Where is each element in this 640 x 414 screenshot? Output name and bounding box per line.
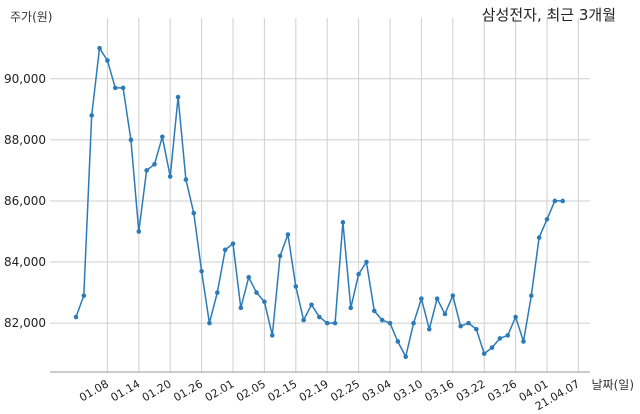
data-point: [285, 232, 291, 237]
data-point: [340, 220, 346, 225]
data-point: [426, 326, 432, 332]
data-point: [529, 293, 534, 298]
data-point: [262, 299, 267, 305]
data-point: [199, 268, 204, 274]
data-point: [160, 134, 165, 140]
data-point: [379, 317, 385, 323]
series-line-group: [73, 45, 565, 360]
data-point: [450, 293, 456, 298]
x-tick-label: 03.16: [423, 377, 457, 404]
data-point: [372, 308, 377, 314]
x-tick-label: 02.05: [234, 377, 268, 404]
data-point: [269, 333, 275, 338]
data-point: [191, 210, 197, 216]
x-tick-label: 02.25: [328, 377, 362, 404]
data-point: [246, 275, 251, 280]
x-tick-label: 02.01: [203, 377, 237, 404]
y-tick-label: 90,000: [4, 72, 46, 86]
x-tick-label: 02.19: [297, 377, 331, 404]
y-tick-label: 84,000: [4, 255, 46, 269]
data-point: [309, 302, 314, 308]
data-point: [364, 259, 369, 265]
x-tick-label: 03.10: [391, 377, 425, 404]
data-point: [513, 314, 518, 320]
data-point: [230, 241, 236, 247]
x-tick-label: 03.22: [454, 377, 488, 404]
x-tick-label: 01.20: [140, 377, 174, 404]
data-point: [105, 58, 110, 63]
x-tick-label: 03.26: [485, 377, 519, 404]
x-axis: 01.0801.1401.2001.2602.0102.0502.1502.19…: [50, 371, 590, 413]
data-point: [128, 137, 134, 143]
data-point: [97, 45, 102, 51]
data-point: [505, 333, 511, 338]
y-tick-label: 88,000: [4, 133, 46, 147]
data-point: [73, 314, 79, 320]
series-line: [75, 46, 563, 359]
data-point: [112, 85, 118, 91]
data-point: [481, 351, 487, 356]
x-tick-label: 01.26: [171, 377, 205, 404]
y-axis: 82,000 84,000 86,000 88,000 90,000: [4, 72, 46, 330]
data-point: [277, 253, 283, 259]
data-point: [167, 174, 173, 179]
data-point: [120, 85, 126, 91]
data-point: [560, 198, 565, 204]
data-point: [222, 247, 228, 253]
data-point: [254, 290, 259, 295]
data-point: [317, 314, 322, 320]
data-point: [301, 317, 306, 323]
data-point: [395, 339, 401, 344]
data-point: [136, 229, 142, 234]
data-point: [474, 326, 479, 332]
data-point: [442, 311, 448, 317]
data-point: [411, 320, 416, 326]
data-point: [207, 320, 212, 326]
data-point: [215, 290, 220, 295]
data-point: [348, 305, 354, 311]
data-point: [324, 320, 330, 326]
data-point: [403, 354, 409, 360]
data-point: [89, 113, 94, 118]
data-point: [544, 216, 550, 222]
x-axis-label: 날짜(일): [591, 378, 634, 392]
data-point: [419, 296, 424, 301]
data-point: [552, 198, 558, 204]
data-point: [434, 296, 440, 301]
data-point: [356, 271, 361, 277]
data-point: [332, 320, 338, 326]
data-point: [183, 177, 189, 182]
x-tick-label: 02.15: [266, 377, 300, 404]
data-point: [238, 305, 244, 311]
grid-lines: [50, 18, 590, 372]
x-tick-label: 01.14: [109, 377, 143, 404]
x-tick-label: 01.08: [77, 377, 111, 404]
y-axis-label: 주가(원): [10, 10, 53, 24]
y-tick-label: 86,000: [4, 194, 46, 208]
data-point: [152, 161, 157, 167]
data-point: [293, 284, 299, 289]
data-point: [387, 320, 393, 326]
data-point: [144, 168, 149, 173]
data-point: [521, 339, 526, 344]
y-tick-label: 82,000: [4, 316, 46, 330]
x-tick-label: 03.04: [360, 377, 394, 404]
data-point: [489, 345, 495, 350]
data-point: [458, 323, 463, 329]
data-point: [81, 293, 87, 298]
data-point: [466, 320, 471, 326]
data-point: [497, 336, 503, 341]
data-point: [175, 94, 181, 100]
chart-title: 삼성전자, 최근 3개월: [481, 6, 616, 24]
data-point: [536, 235, 542, 240]
